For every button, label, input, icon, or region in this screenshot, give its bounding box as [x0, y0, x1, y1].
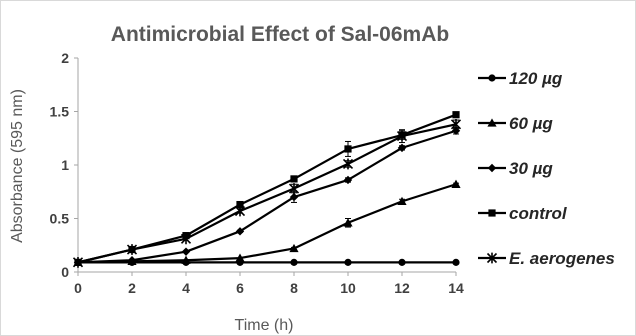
legend-label: 30 µg [509, 159, 553, 178]
data-point [450, 118, 462, 130]
data-point [452, 111, 460, 119]
x-tick-label: 8 [290, 280, 298, 296]
legend-marker [486, 252, 498, 264]
data-point [397, 196, 407, 206]
x-tick-label: 2 [128, 280, 136, 296]
legend-label: 120 µg [509, 69, 563, 88]
data-point [344, 145, 352, 153]
legend-label: control [509, 204, 568, 223]
x-tick-label: 4 [182, 280, 190, 296]
series-group [72, 118, 462, 268]
series-line [77, 123, 457, 264]
data-point [398, 258, 406, 266]
data-point [452, 258, 460, 266]
series-group [73, 179, 461, 267]
data-point [236, 200, 244, 209]
legend-marker [488, 209, 496, 217]
data-point [343, 175, 353, 185]
data-point [344, 258, 352, 266]
data-point [181, 255, 191, 264]
plot-area [72, 111, 462, 268]
data-point [235, 227, 245, 236]
data-point [290, 258, 298, 266]
legend-label: 60 µg [509, 114, 553, 133]
y-axis-label: Absorbance (595 nm) [9, 89, 26, 243]
data-point [126, 244, 138, 255]
data-point [127, 256, 137, 265]
chart-title: Antimicrobial Effect of Sal-06mAb [111, 23, 449, 46]
data-point [396, 130, 408, 142]
y-tick-label: 1.5 [50, 104, 70, 120]
legend: 120 µg 60 µg 30 µg control E. aerogenes [478, 69, 615, 268]
legend-marker [488, 74, 496, 82]
data-point [343, 218, 353, 227]
data-point [234, 205, 246, 217]
axes: 0 2 4 6 8 10 12 14 0 0.5 1 1.5 2 [50, 50, 464, 296]
data-point [235, 253, 245, 262]
y-tick-label: 2 [61, 50, 69, 66]
data-point [72, 256, 84, 268]
series-line [77, 183, 457, 264]
x-tick-label: 10 [340, 280, 356, 296]
x-tick-label: 12 [394, 280, 410, 296]
y-tick-label: 1 [61, 157, 69, 173]
data-point [451, 179, 461, 188]
legend-label: E. aerogenes [509, 249, 615, 268]
y-tick-label: 0 [61, 264, 69, 280]
legend-marker [487, 163, 497, 173]
data-point [397, 143, 407, 153]
data-point [289, 243, 299, 253]
series-line [77, 129, 457, 264]
data-point [290, 175, 298, 183]
x-tick-label: 0 [74, 280, 82, 296]
data-point [289, 192, 299, 202]
x-tick-label: 14 [448, 280, 464, 296]
data-point [342, 158, 354, 170]
data-point [180, 233, 192, 245]
data-point [288, 183, 300, 194]
data-point [181, 247, 191, 256]
x-tick-label: 6 [236, 280, 244, 296]
legend-marker [487, 118, 497, 127]
x-axis-label: Time (h) [235, 317, 294, 334]
y-tick-label: 0.5 [50, 211, 70, 227]
